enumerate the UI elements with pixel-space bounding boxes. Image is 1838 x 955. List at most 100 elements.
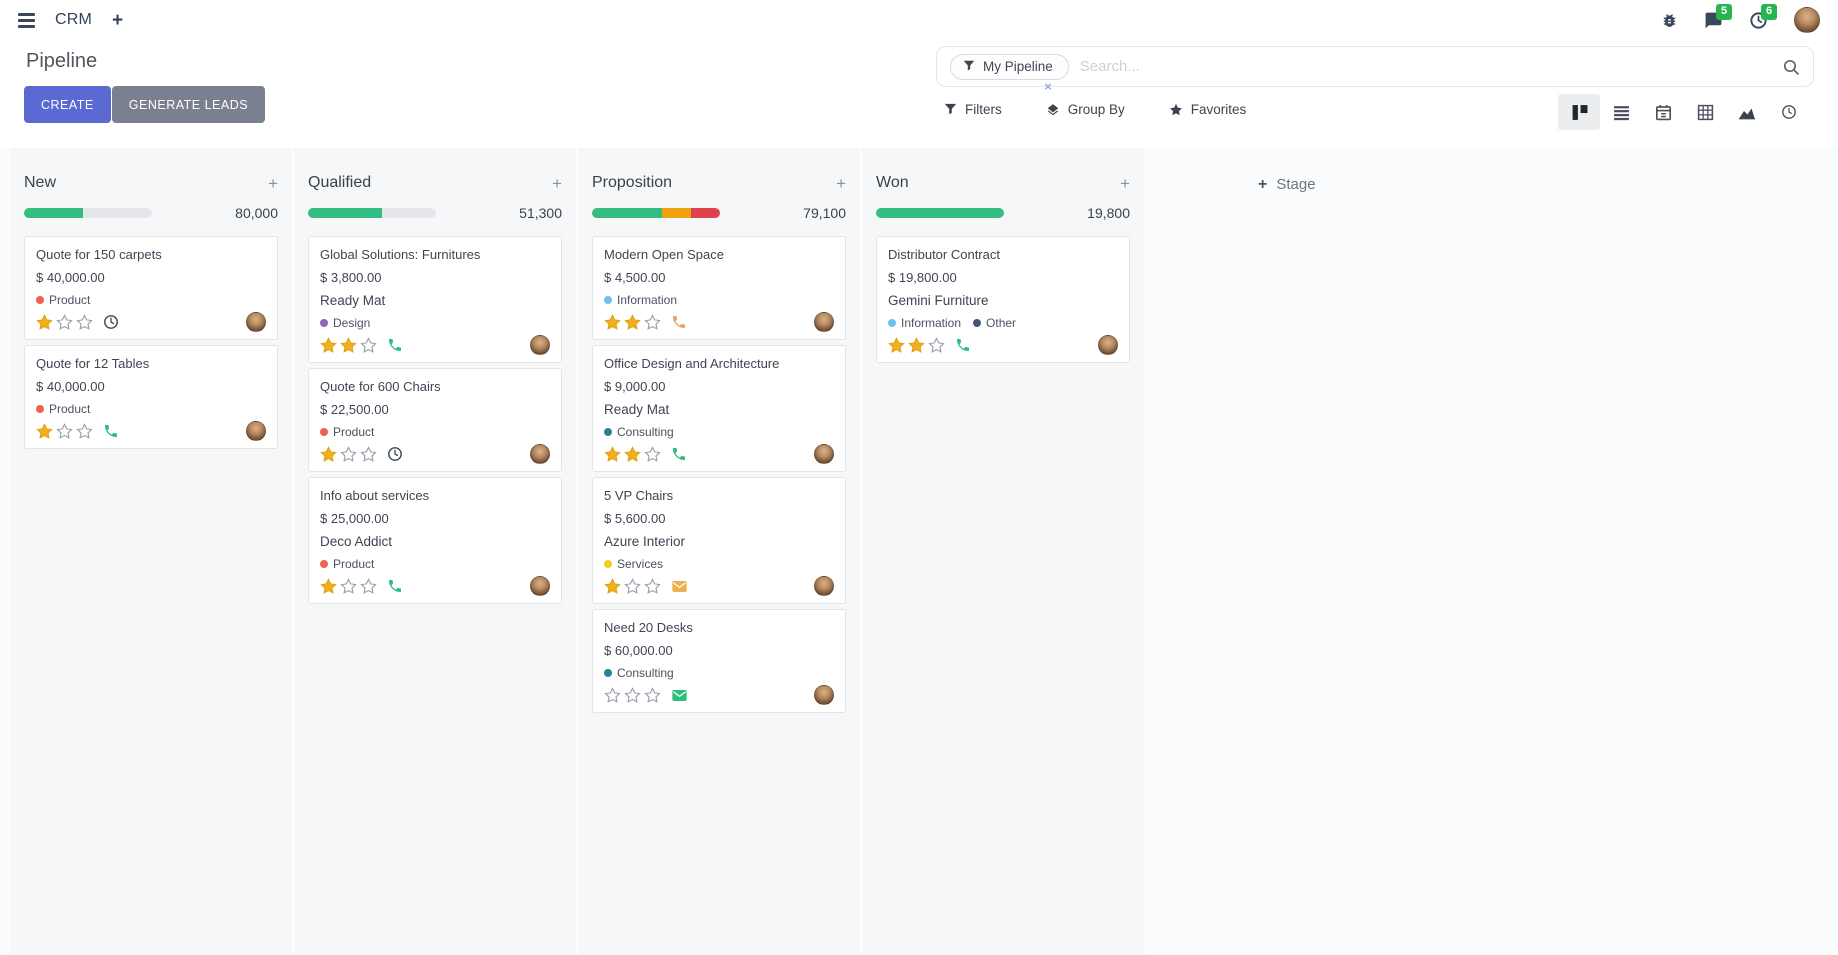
star-filled-icon[interactable]	[320, 336, 337, 354]
stage-name: New	[24, 174, 57, 191]
star-empty-icon[interactable]	[644, 577, 661, 595]
progress-segment-green[interactable]	[308, 208, 383, 218]
star-empty-icon[interactable]	[928, 336, 945, 354]
user-avatar[interactable]	[1794, 7, 1820, 33]
star-empty-icon[interactable]	[604, 686, 621, 704]
clock-icon[interactable]: 6	[1749, 3, 1778, 30]
star-empty-icon[interactable]	[76, 422, 93, 440]
star-empty-icon[interactable]	[360, 577, 377, 595]
star-filled-icon[interactable]	[908, 336, 925, 354]
star-empty-icon[interactable]	[624, 686, 641, 704]
tag-label: Product	[49, 293, 91, 307]
stage-progressbar[interactable]	[308, 208, 436, 218]
facet-remove-icon[interactable]: ×	[1044, 78, 1052, 94]
envelope-icon[interactable]	[671, 688, 688, 703]
star-empty-icon[interactable]	[644, 313, 661, 331]
quick-add-icon[interactable]: +	[836, 173, 846, 193]
star-filled-icon[interactable]	[340, 336, 357, 354]
star-empty-icon[interactable]	[340, 445, 357, 463]
kanban-card-distributor-contract[interactable]: Distributor Contract $ 19,800.00 Gemini …	[876, 236, 1130, 363]
search-input[interactable]: My Pipeline × Search...	[936, 46, 1814, 93]
favorites-menu[interactable]: Favorites	[1169, 102, 1247, 117]
menu-icon[interactable]	[18, 12, 35, 28]
favorites-label: Favorites	[1190, 102, 1247, 117]
phone-icon[interactable]	[955, 337, 971, 353]
star-filled-icon[interactable]	[320, 445, 337, 463]
tag-product: Product	[36, 293, 90, 307]
star-empty-icon[interactable]	[360, 336, 377, 354]
kanban-card-quote-for-600-chairs[interactable]: Quote for 600 Chairs $ 22,500.00 Product	[308, 368, 562, 472]
star-filled-icon[interactable]	[888, 336, 905, 354]
chat-icon[interactable]: 5	[1704, 3, 1733, 30]
view-calendar-icon[interactable]	[1642, 94, 1684, 130]
add-stage-label: Stage	[1276, 176, 1316, 193]
kanban-card-global-solutions-furnitures[interactable]: Global Solutions: Furnitures $ 3,800.00 …	[308, 236, 562, 363]
top-navbar: CRM + 5 6	[0, 0, 1838, 40]
create-button[interactable]: CREATE	[24, 86, 111, 123]
phone-icon[interactable]	[103, 423, 119, 439]
star-icon	[1169, 103, 1182, 115]
phone-icon[interactable]	[387, 578, 403, 594]
quick-add-icon[interactable]: +	[552, 173, 562, 193]
search-icon[interactable]	[1782, 58, 1800, 76]
star-empty-icon[interactable]	[360, 445, 377, 463]
view-kanban-icon[interactable]	[1558, 94, 1600, 130]
star-empty-icon[interactable]	[56, 313, 73, 331]
progress-segment-green[interactable]	[592, 208, 663, 218]
card-list: Global Solutions: Furnitures $ 3,800.00 …	[308, 236, 562, 604]
view-list-icon[interactable]	[1600, 94, 1642, 130]
star-empty-icon[interactable]	[624, 577, 641, 595]
star-filled-icon[interactable]	[36, 422, 53, 440]
kanban-card-5-vp-chairs[interactable]: 5 VP Chairs $ 5,600.00 Azure Interior Se…	[592, 477, 846, 604]
star-empty-icon[interactable]	[644, 686, 661, 704]
star-empty-icon[interactable]	[644, 445, 661, 463]
kanban-card-quote-for-12-tables[interactable]: Quote for 12 Tables $ 40,000.00 Product	[24, 345, 278, 449]
star-filled-icon[interactable]	[624, 445, 641, 463]
envelope-icon[interactable]	[671, 579, 688, 594]
star-filled-icon[interactable]	[320, 577, 337, 595]
group-by-menu[interactable]: Group By	[1046, 102, 1125, 117]
generate-leads-button[interactable]: GENERATE LEADS	[111, 86, 266, 123]
tag-list: Services	[604, 557, 834, 571]
lead-title: Global Solutions: Furnitures	[320, 247, 481, 262]
add-stage-button[interactable]: + Stage	[1258, 176, 1838, 193]
view-activity-icon[interactable]	[1768, 94, 1810, 130]
view-pivot-icon[interactable]	[1684, 94, 1726, 130]
progress-segment-green[interactable]	[24, 208, 83, 218]
clock-icon[interactable]	[103, 314, 119, 330]
view-graph-icon[interactable]	[1726, 94, 1768, 130]
stage-progressbar[interactable]	[24, 208, 152, 218]
kanban-card-office-design-and-architecture[interactable]: Office Design and Architecture $ 9,000.0…	[592, 345, 846, 472]
star-filled-icon[interactable]	[624, 313, 641, 331]
app-name[interactable]: CRM	[55, 11, 93, 28]
kanban-card-modern-open-space[interactable]: Modern Open Space $ 4,500.00 Information	[592, 236, 846, 340]
progress-segment-green[interactable]	[876, 208, 1004, 218]
view-switcher	[1558, 94, 1810, 130]
star-filled-icon[interactable]	[604, 577, 621, 595]
kanban-card-quote-for-150-carpets[interactable]: Quote for 150 carpets $ 40,000.00 Produc…	[24, 236, 278, 340]
stage-expected-revenue: 80,000	[235, 205, 278, 221]
clock-icon[interactable]	[387, 446, 403, 462]
bug-icon[interactable]	[1661, 12, 1678, 29]
star-empty-icon[interactable]	[56, 422, 73, 440]
kanban-card-need-20-desks[interactable]: Need 20 Desks $ 60,000.00 Consulting	[592, 609, 846, 713]
phone-icon[interactable]	[387, 337, 403, 353]
star-filled-icon[interactable]	[604, 313, 621, 331]
kanban-card-info-about-services[interactable]: Info about services $ 25,000.00 Deco Add…	[308, 477, 562, 604]
star-empty-icon[interactable]	[340, 577, 357, 595]
tag-color-dot	[604, 560, 612, 568]
star-filled-icon[interactable]	[36, 313, 53, 331]
phone-icon[interactable]	[671, 314, 687, 330]
progress-segment-orange[interactable]	[662, 208, 691, 218]
stage-progressbar[interactable]	[876, 208, 1004, 218]
progress-segment-red[interactable]	[690, 208, 720, 218]
star-empty-icon[interactable]	[76, 313, 93, 331]
tag-color-dot	[36, 405, 44, 413]
stage-progressbar[interactable]	[592, 208, 720, 218]
phone-icon[interactable]	[671, 446, 687, 462]
quick-add-icon[interactable]: +	[1120, 173, 1130, 193]
filters-menu[interactable]: Filters	[944, 102, 1002, 117]
quick-add-icon[interactable]: +	[268, 173, 278, 193]
star-filled-icon[interactable]	[604, 445, 621, 463]
plus-tab-icon[interactable]: +	[112, 9, 124, 31]
